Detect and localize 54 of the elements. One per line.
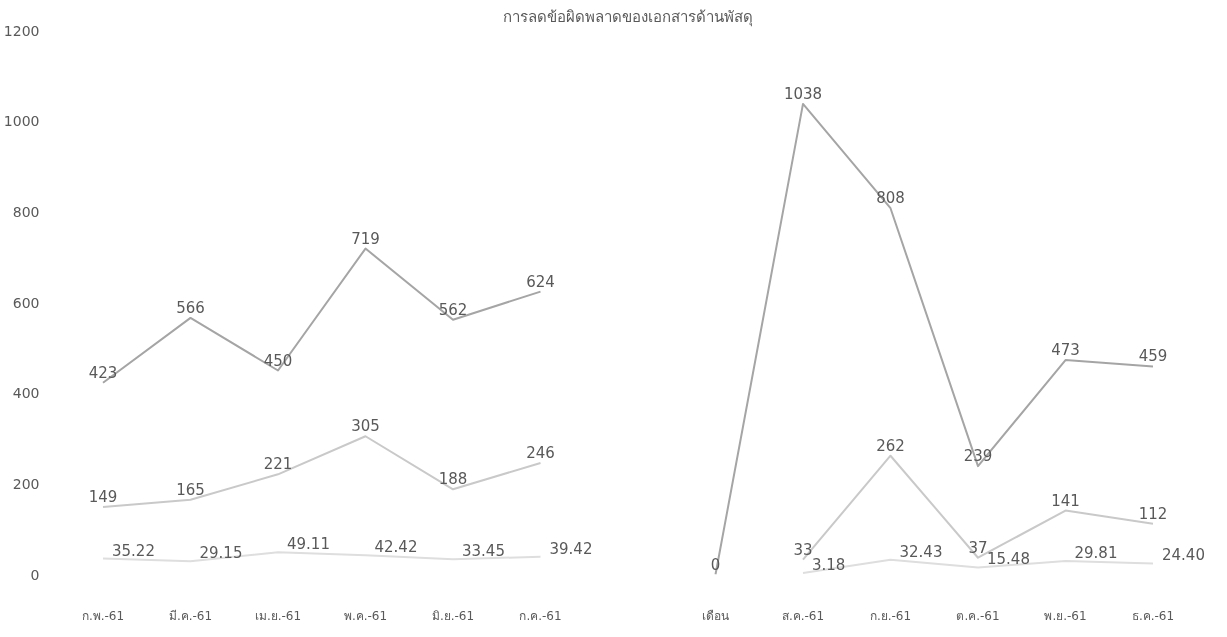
data-label: 459 xyxy=(1138,347,1168,366)
data-label: 112 xyxy=(1138,504,1168,523)
data-label: 566 xyxy=(176,298,205,317)
x-tick-label: ต.ค.-61 xyxy=(956,608,1000,623)
x-tick-label: พ.ค.-61 xyxy=(343,608,388,623)
data-label: 15.48 xyxy=(987,550,1030,569)
data-label: 473 xyxy=(1051,341,1080,360)
data-label: 141 xyxy=(1051,491,1080,510)
data-label: 624 xyxy=(526,272,555,291)
chart-title: การลดข้อผิดพลาดของเอกสารด้านพัสดุ xyxy=(503,7,753,27)
x-tick-label: ก.ย.-61 xyxy=(869,608,912,623)
data-label: 29.81 xyxy=(1074,543,1118,562)
data-label: 262 xyxy=(876,436,905,455)
x-tick-label: เดือน xyxy=(702,608,729,623)
y-tick-label: 200 xyxy=(12,475,40,492)
data-label: 239 xyxy=(963,447,993,466)
data-label: 562 xyxy=(438,300,468,319)
y-tick-label: 800 xyxy=(12,203,40,220)
data-label: 246 xyxy=(526,443,555,462)
y-tick-label: 1200 xyxy=(3,22,40,39)
data-label: 808 xyxy=(876,189,905,208)
x-tick-label: เม.ย.-61 xyxy=(254,608,302,623)
x-tick-label: มี.ค.-61 xyxy=(168,608,213,623)
x-tick-label: พ.ย.-61 xyxy=(1044,608,1087,623)
x-tick-label: ก.ค.-61 xyxy=(519,608,562,623)
y-tick-label: 400 xyxy=(12,385,40,402)
x-tick-label: ส.ค.-61 xyxy=(781,608,825,623)
data-label: 49.11 xyxy=(287,535,330,554)
data-label: 719 xyxy=(351,229,380,248)
x-tick-label: ธ.ค.-61 xyxy=(1131,608,1175,623)
data-label: 423 xyxy=(88,363,118,382)
data-label: 450 xyxy=(263,351,293,370)
data-label: 149 xyxy=(88,487,118,506)
y-tick-label: 600 xyxy=(12,294,40,311)
data-label: 1038 xyxy=(783,84,823,103)
data-label: 35.22 xyxy=(112,541,155,560)
data-label: 39.42 xyxy=(549,539,593,558)
data-label: 221 xyxy=(263,455,293,474)
data-label: 3.18 xyxy=(812,556,846,575)
data-label: 32.43 xyxy=(899,542,943,561)
y-tick-label: 1000 xyxy=(3,113,40,130)
data-label: 42.42 xyxy=(374,538,418,557)
data-label: 33 xyxy=(793,540,813,559)
data-label: 165 xyxy=(176,480,205,499)
data-label: 24.40 xyxy=(1162,546,1205,565)
data-label: 0 xyxy=(710,555,721,574)
x-tick-label: ก.พ.-61 xyxy=(81,608,125,623)
data-label: 188 xyxy=(438,470,468,489)
y-tick-label: 0 xyxy=(30,566,40,583)
data-label: 305 xyxy=(351,417,380,436)
x-tick-label: มิ.ย.-61 xyxy=(431,608,475,623)
data-label: 29.15 xyxy=(199,544,243,563)
data-label: 33.45 xyxy=(462,542,505,561)
data-label: 37 xyxy=(968,538,988,557)
